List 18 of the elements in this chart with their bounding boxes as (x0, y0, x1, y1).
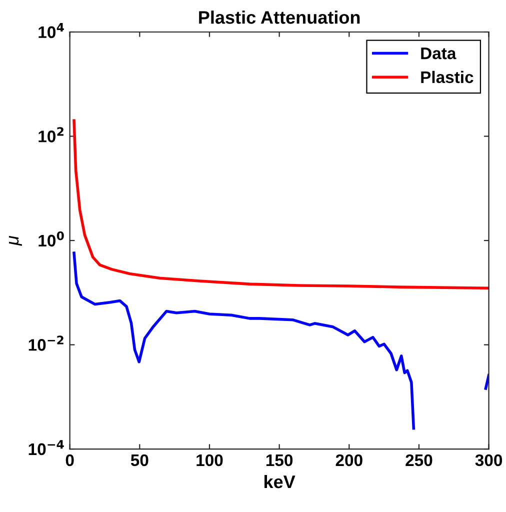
y-tick-label: 10$^{2}$ (38, 127, 64, 142)
legend-label: Plastic (421, 70, 474, 84)
x-tick-label: 300 (475, 454, 502, 466)
y-tick-label: 10$^{−4}$ (28, 440, 64, 456)
chart-title: Plastic Attenuation (199, 10, 360, 24)
x-tick-label: 200 (336, 454, 362, 466)
x-tick-label: 100 (196, 454, 223, 466)
x-axis-title: keV (264, 474, 296, 488)
y-axis-title: μ (8, 236, 22, 246)
x-tick-label: 50 (130, 454, 148, 466)
line-series (72, 119, 489, 290)
x-tick-label: 150 (266, 454, 293, 466)
y-tick-label: 10$^{4}$ (38, 23, 64, 38)
x-tick-label: 0 (66, 454, 74, 466)
legend-label: Data (421, 48, 456, 60)
y-tick-label: 10$^{−2}$ (28, 336, 64, 351)
y-tick-label: 10$^{0}$ (38, 231, 64, 247)
x-tick-label: 250 (406, 454, 432, 466)
